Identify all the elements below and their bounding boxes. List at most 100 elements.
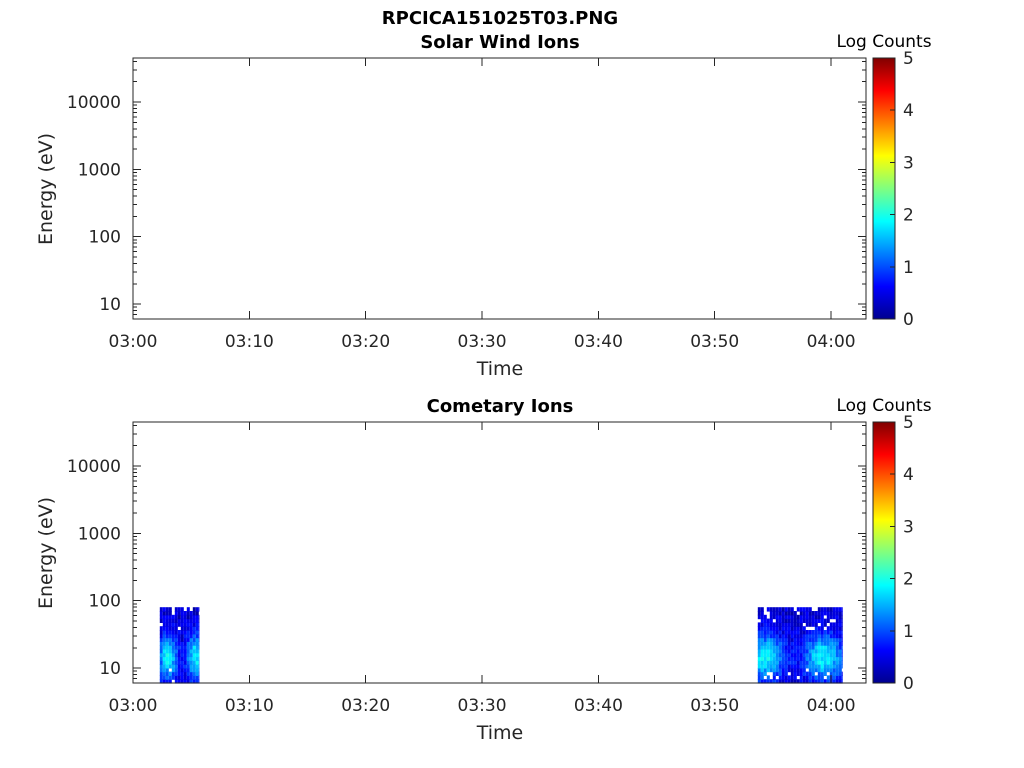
spectrogram-cell [198,671,200,676]
spectrogram-cell [832,648,836,654]
spectrogram-cell [183,633,187,639]
colorbar-tick-label: 1 [903,258,914,278]
spectrogram-cell [171,671,175,676]
spectrogram-cell [189,622,193,627]
spectrogram-cell [808,607,812,612]
spectrogram-cell [811,671,815,676]
spectrogram-cell [823,664,827,669]
spectrogram-cell [775,618,779,623]
spectrogram-cell [793,630,797,635]
spectrogram-cell [796,637,800,642]
spectrogram-cell [165,614,169,620]
spectrogram-cell [177,675,181,680]
spectrogram-cell [174,667,178,673]
spectrogram-cell [162,667,166,673]
spectrogram-cell [796,614,800,620]
spectrogram-cell [778,630,782,635]
spectrogram-cell [814,648,818,654]
spectrogram-cell [760,633,764,639]
spectrogram-cell [769,618,773,623]
spectrogram-cell [186,660,190,665]
spectrogram-cell [841,652,843,658]
spectrogram-cell [177,622,181,627]
spectrogram-cell [790,641,794,646]
spectrogram-cell [829,622,833,627]
spectrogram-cell [799,645,803,650]
spectrogram-cell [177,652,181,658]
spectrogram-cell [826,645,830,650]
spectrogram-cell [192,679,196,684]
spectrogram-cell [835,611,839,616]
spectrogram-cell [174,656,178,661]
spectrogram-cell [781,656,785,661]
spectrogram-cell [159,645,163,650]
spectrogram-cell [802,614,806,620]
spectrogram-cell [189,679,193,684]
spectrogram-cell [186,652,190,658]
spectrogram-cell [195,622,199,627]
spectrogram-cell [195,611,199,616]
spectrogram-cell [775,630,779,635]
spectrogram-cell [763,671,767,676]
spectrogram-cell [793,637,797,642]
spectrogram-cell [165,675,169,680]
panel-title: Cometary Ions [427,396,574,417]
spectrogram-cell [829,667,833,673]
spectrogram-cell [805,630,809,635]
spectrogram-cell [177,633,181,639]
spectrogram-cell [183,630,187,635]
spectrogram-cell [802,618,806,623]
spectrogram-cell [186,675,190,680]
spectrogram-cell [814,652,818,658]
spectrogram-cell [841,614,843,620]
spectrogram-cell [820,611,824,616]
spectrogram-cell [814,645,818,650]
spectrogram-cell [838,660,842,665]
spectrogram-cell [763,652,767,658]
spectrogram-cell [775,607,779,612]
spectrogram-cell [805,660,809,665]
spectrogram-cell [805,645,809,650]
spectrogram-cell [802,641,806,646]
spectrogram-cell [772,630,776,635]
spectrogram-cell [159,614,163,620]
spectrogram-cell [832,660,836,665]
spectrogram-cell [820,641,824,646]
spectrogram-cell [829,626,833,631]
y-tick-label: 10 [99,295,121,315]
spectrogram-cell [180,664,184,669]
y-tick-label: 10000 [67,93,121,113]
spectrogram-cell [838,664,842,669]
spectrogram-cell [763,656,767,661]
spectrogram-cell [817,664,821,669]
spectrogram-cell [168,664,172,669]
spectrogram-cell [820,618,824,623]
spectrogram-cell [784,664,788,669]
spectrogram-cell [195,679,199,684]
spectrogram-cell [805,648,809,654]
spectrogram-cell [811,675,815,680]
spectrogram-cell [180,667,184,673]
spectrogram-cell [168,630,172,635]
spectrogram-cell [841,618,843,623]
spectrogram-cell [775,637,779,642]
spectrogram-cell [192,622,196,627]
spectrogram-cell [784,652,788,658]
spectrogram-cell [195,648,199,654]
x-tick-label: 03:10 [225,696,274,716]
spectrogram-cell [793,652,797,658]
spectrogram-cell [159,648,163,654]
spectrogram-cell [787,630,791,635]
spectrogram-cell [778,648,782,654]
spectrogram-cell [823,671,827,676]
spectrogram-cell [796,607,800,612]
spectrogram-cell [808,637,812,642]
spectrogram-cell [814,633,818,639]
spectrogram-cell [168,656,172,661]
spectrogram-cell [793,614,797,620]
spectrogram-cell [796,630,800,635]
spectrogram-cell [159,637,163,642]
spectrogram-cell [171,675,175,680]
spectrogram-cell [817,611,821,616]
spectrogram-cell [183,664,187,669]
